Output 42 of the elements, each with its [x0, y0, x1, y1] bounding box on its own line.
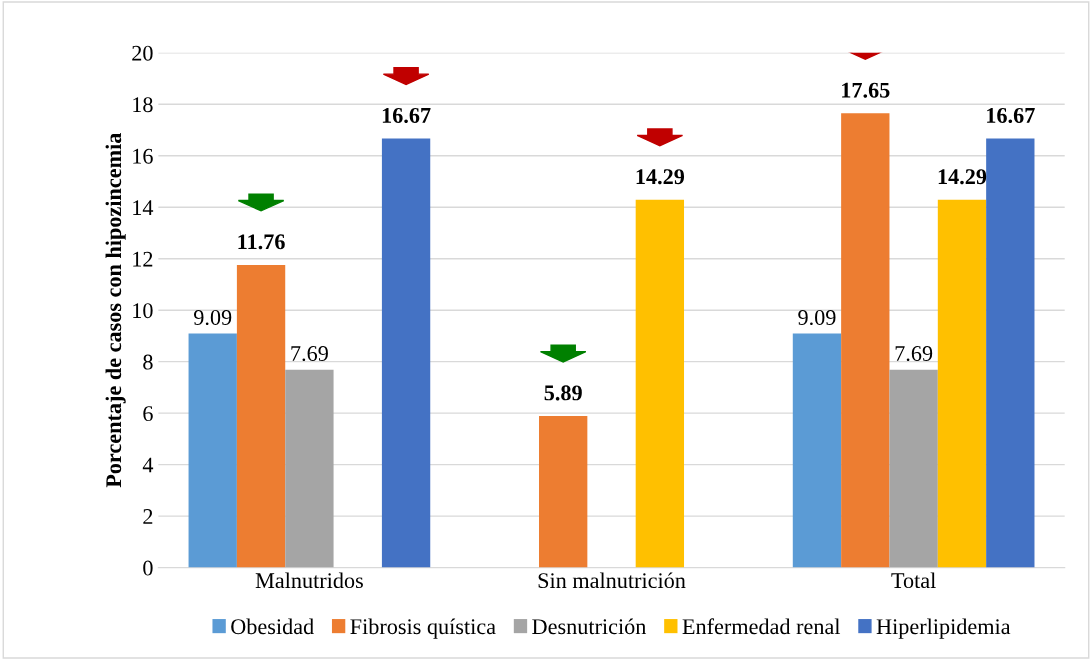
- legend-label: Desnutrición: [532, 618, 647, 635]
- bar: [381, 138, 431, 568]
- y-tick-label: 20: [132, 45, 153, 61]
- y-tick-label: 2: [143, 509, 153, 524]
- x-tick-label: Total: [891, 572, 936, 589]
- bar: [792, 333, 842, 568]
- data-label: 11.76: [238, 234, 285, 250]
- y-tick-label: 12: [133, 251, 153, 267]
- y-tick-label: 4: [142, 457, 154, 473]
- legend-label: Hiperlipidemia: [876, 618, 1011, 639]
- bar: [236, 264, 286, 568]
- data-label: 9.09: [193, 309, 232, 326]
- y-axis-title: Porcentaje de casos con hipozincemia: [105, 132, 126, 488]
- data-label: 7.69: [291, 346, 328, 362]
- y-tick-label: 10: [133, 303, 153, 319]
- bar: [986, 138, 1035, 568]
- bar: [937, 199, 987, 568]
- bar: [635, 199, 685, 568]
- bar: [889, 369, 938, 568]
- y-tick-label: 16: [133, 148, 153, 164]
- data-label: 5.89: [544, 385, 582, 401]
- data-label: 9.09: [798, 309, 836, 326]
- y-tick-label: 6: [143, 406, 153, 422]
- bar: [841, 113, 890, 568]
- y-tick-label: 8: [143, 354, 153, 370]
- bar: [539, 415, 588, 568]
- legend-label: Fibrosis quística: [350, 618, 496, 639]
- data-label: 16.67: [987, 107, 1035, 123]
- bar: [188, 333, 237, 568]
- y-tick-label: 18: [133, 97, 153, 113]
- data-label: 16.67: [382, 107, 431, 123]
- y-tick-label: 14: [133, 200, 154, 215]
- legend-label: Obesidad: [231, 618, 314, 635]
- data-label: 14.29: [938, 169, 987, 185]
- x-tick-label: Malnutridos: [255, 572, 363, 589]
- x-tick-label: Sin malnutrición: [538, 572, 686, 589]
- y-tick-label: 0: [143, 560, 153, 576]
- bar: [285, 369, 334, 568]
- data-label: 14.29: [636, 169, 685, 185]
- data-label: 7.69: [895, 346, 933, 362]
- legend-label: Enfermedad renal: [682, 618, 841, 635]
- data-label: 17.65: [842, 82, 890, 98]
